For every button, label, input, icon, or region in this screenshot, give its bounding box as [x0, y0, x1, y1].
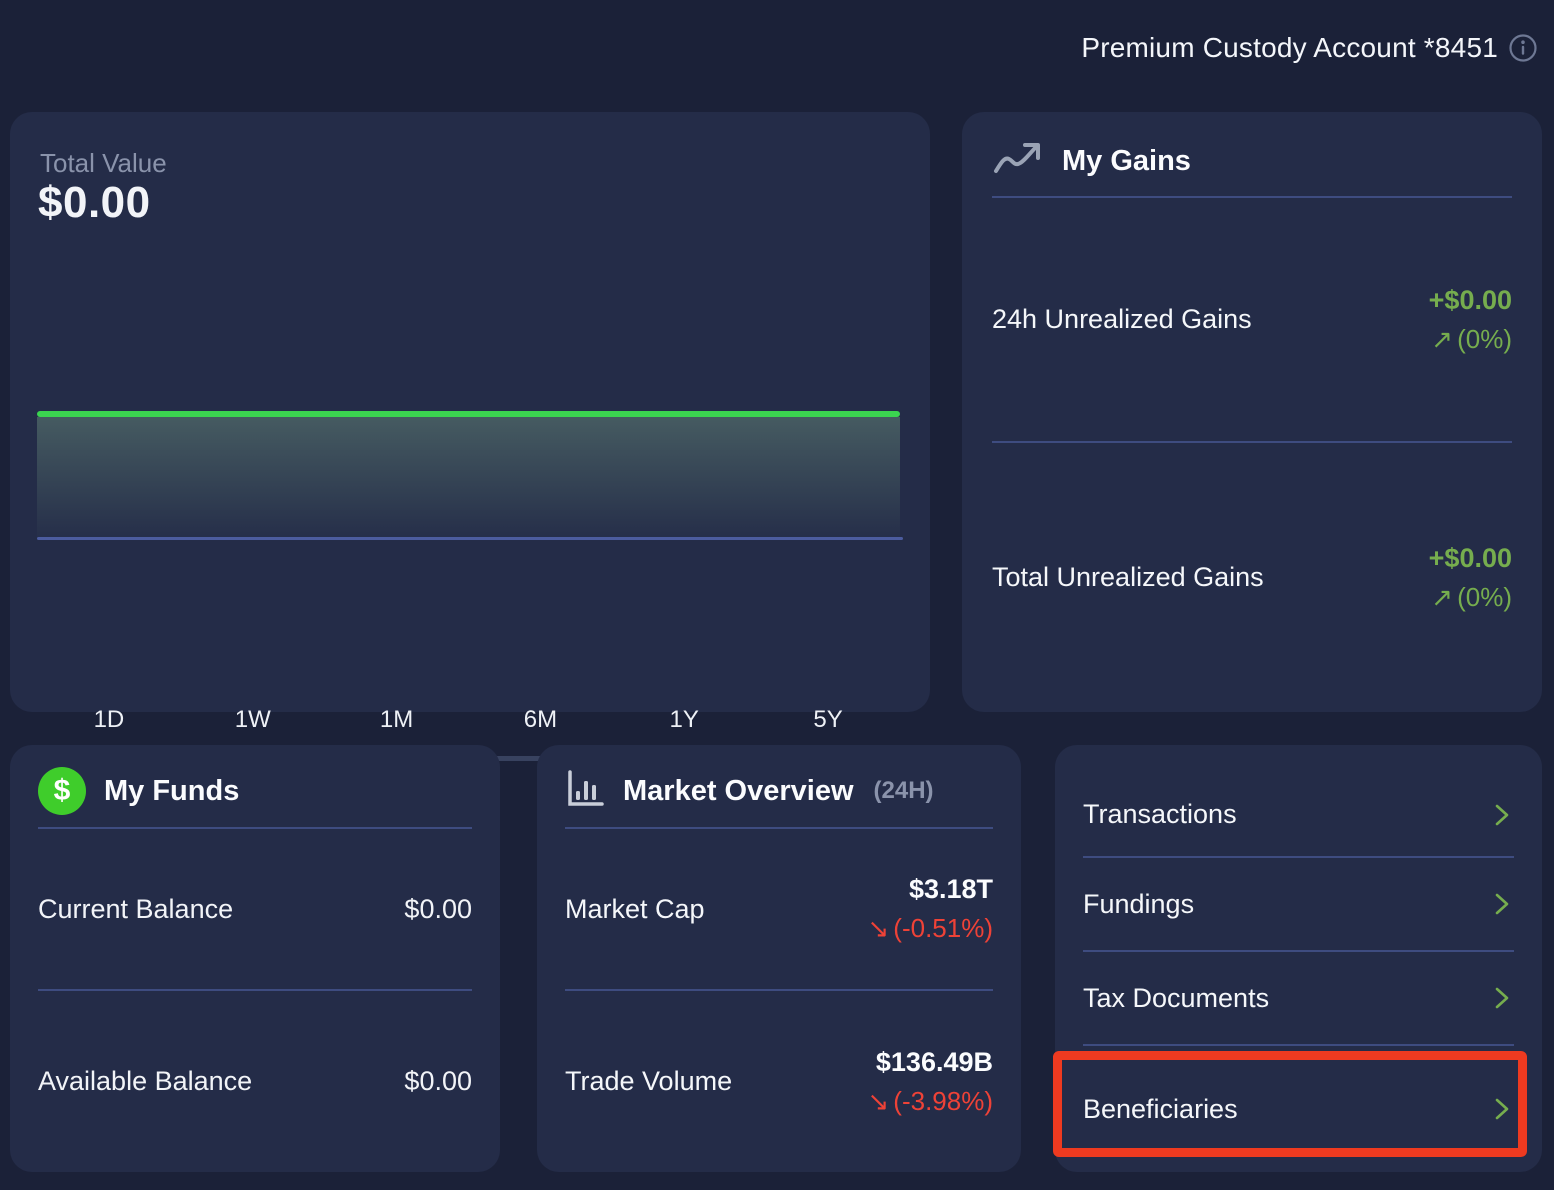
trade-volume-change-pct: (-3.98%) [893, 1085, 993, 1116]
chevron-right-icon [1495, 893, 1509, 915]
market-overview-card: Market Overview (24H) Market Cap $3.18T … [537, 745, 1021, 1172]
chart-area-fill [37, 417, 900, 537]
beneficiaries-link[interactable]: Beneficiaries [1083, 1046, 1514, 1172]
dollar-icon: $ [38, 767, 86, 815]
available-balance-label: Available Balance [38, 1066, 253, 1096]
trending-up-icon [992, 139, 1044, 184]
my-gains-card: My Gains 24h Unrealized Gains +$0.00 ↗ (… [962, 112, 1542, 712]
trade-volume-row: Trade Volume $136.49B ↘ (-3.98%) [565, 991, 993, 1172]
chevron-right-icon [1495, 987, 1509, 1009]
current-balance-row: Current Balance $0.00 [38, 829, 472, 991]
trade-volume-value: $136.49B [875, 1046, 993, 1077]
gains-total-value: +$0.00 [1428, 542, 1512, 573]
up-arrow-icon: ↗ [1431, 323, 1454, 354]
available-balance-value: $0.00 [404, 1066, 472, 1096]
gains-row-24h: 24h Unrealized Gains +$0.00 ↗ (0%) [992, 198, 1512, 443]
gains-24h-change-pct: (0%) [1457, 323, 1512, 354]
market-cap-change: ↘ (-0.51%) [868, 913, 994, 944]
total-value-card: Total Value $0.00 1D 1W 1M 6M 1Y 5Y [10, 112, 930, 761]
total-value-label: Total Value [40, 148, 167, 178]
market-period-label: (24H) [873, 777, 934, 804]
tax-documents-link[interactable]: Tax Documents [1083, 952, 1514, 1046]
chevron-right-icon [1495, 1098, 1509, 1120]
my-funds-title: My Funds [104, 774, 240, 807]
market-cap-delta: $3.18T ↘ (-0.51%) [868, 874, 994, 944]
beneficiaries-label: Beneficiaries [1083, 1093, 1238, 1124]
gains-24h-label: 24h Unrealized Gains [992, 304, 1252, 334]
current-balance-label: Current Balance [38, 893, 234, 924]
account-links-card: Transactions Fundings Tax Documents Bene… [1055, 745, 1542, 1172]
gains-total-change: ↗ (0%) [1429, 582, 1512, 613]
market-overview-title: Market Overview [623, 774, 854, 807]
market-cap-change-pct: (-0.51%) [893, 913, 993, 943]
bar-chart-icon [565, 769, 605, 814]
chart-flat-line [37, 411, 900, 417]
up-arrow-icon: ↗ [1431, 581, 1454, 612]
current-balance-value: $0.00 [404, 893, 472, 924]
trade-volume-change: ↘ (-3.98%) [868, 1086, 994, 1117]
down-arrow-icon: ↘ [867, 1085, 890, 1116]
tax-documents-label: Tax Documents [1083, 982, 1270, 1013]
my-funds-card: $ My Funds Current Balance $0.00 Availab… [10, 745, 500, 1172]
gains-total-change-pct: (0%) [1457, 581, 1512, 612]
gains-24h-change: ↗ (0%) [1429, 324, 1512, 355]
market-cap-label: Market Cap [565, 893, 705, 924]
fundings-label: Fundings [1083, 888, 1195, 919]
chart-axis-line [37, 537, 903, 540]
gains-total-label: Total Unrealized Gains [992, 562, 1264, 592]
fundings-link[interactable]: Fundings [1083, 858, 1514, 952]
gains-total-delta: +$0.00 ↗ (0%) [1429, 543, 1512, 613]
transactions-link[interactable]: Transactions [1083, 745, 1514, 858]
available-balance-row: Available Balance $0.00 [38, 991, 472, 1172]
chevron-right-icon [1495, 804, 1509, 825]
my-gains-header: My Gains [992, 112, 1512, 198]
trade-volume-label: Trade Volume [565, 1066, 733, 1096]
info-icon[interactable] [1508, 33, 1538, 63]
market-overview-header: Market Overview (24H) [565, 745, 993, 829]
market-cap-value: $3.18T [908, 874, 993, 904]
my-funds-header: $ My Funds [38, 745, 472, 829]
my-gains-title: My Gains [1062, 144, 1191, 177]
gains-row-total: Total Unrealized Gains +$0.00 ↗ (0%) [992, 443, 1512, 712]
total-value-amount: $0.00 [38, 178, 151, 227]
down-arrow-icon: ↘ [867, 913, 890, 943]
trade-volume-delta: $136.49B ↘ (-3.98%) [868, 1047, 994, 1117]
account-header: Premium Custody Account *8451 [1081, 32, 1538, 64]
market-cap-row: Market Cap $3.18T ↘ (-0.51%) [565, 829, 993, 991]
gains-24h-delta: +$0.00 ↗ (0%) [1429, 285, 1512, 355]
account-title: Premium Custody Account *8451 [1081, 32, 1498, 63]
portfolio-chart[interactable] [37, 411, 900, 537]
gains-24h-value: +$0.00 [1428, 284, 1512, 315]
transactions-label: Transactions [1083, 799, 1237, 829]
